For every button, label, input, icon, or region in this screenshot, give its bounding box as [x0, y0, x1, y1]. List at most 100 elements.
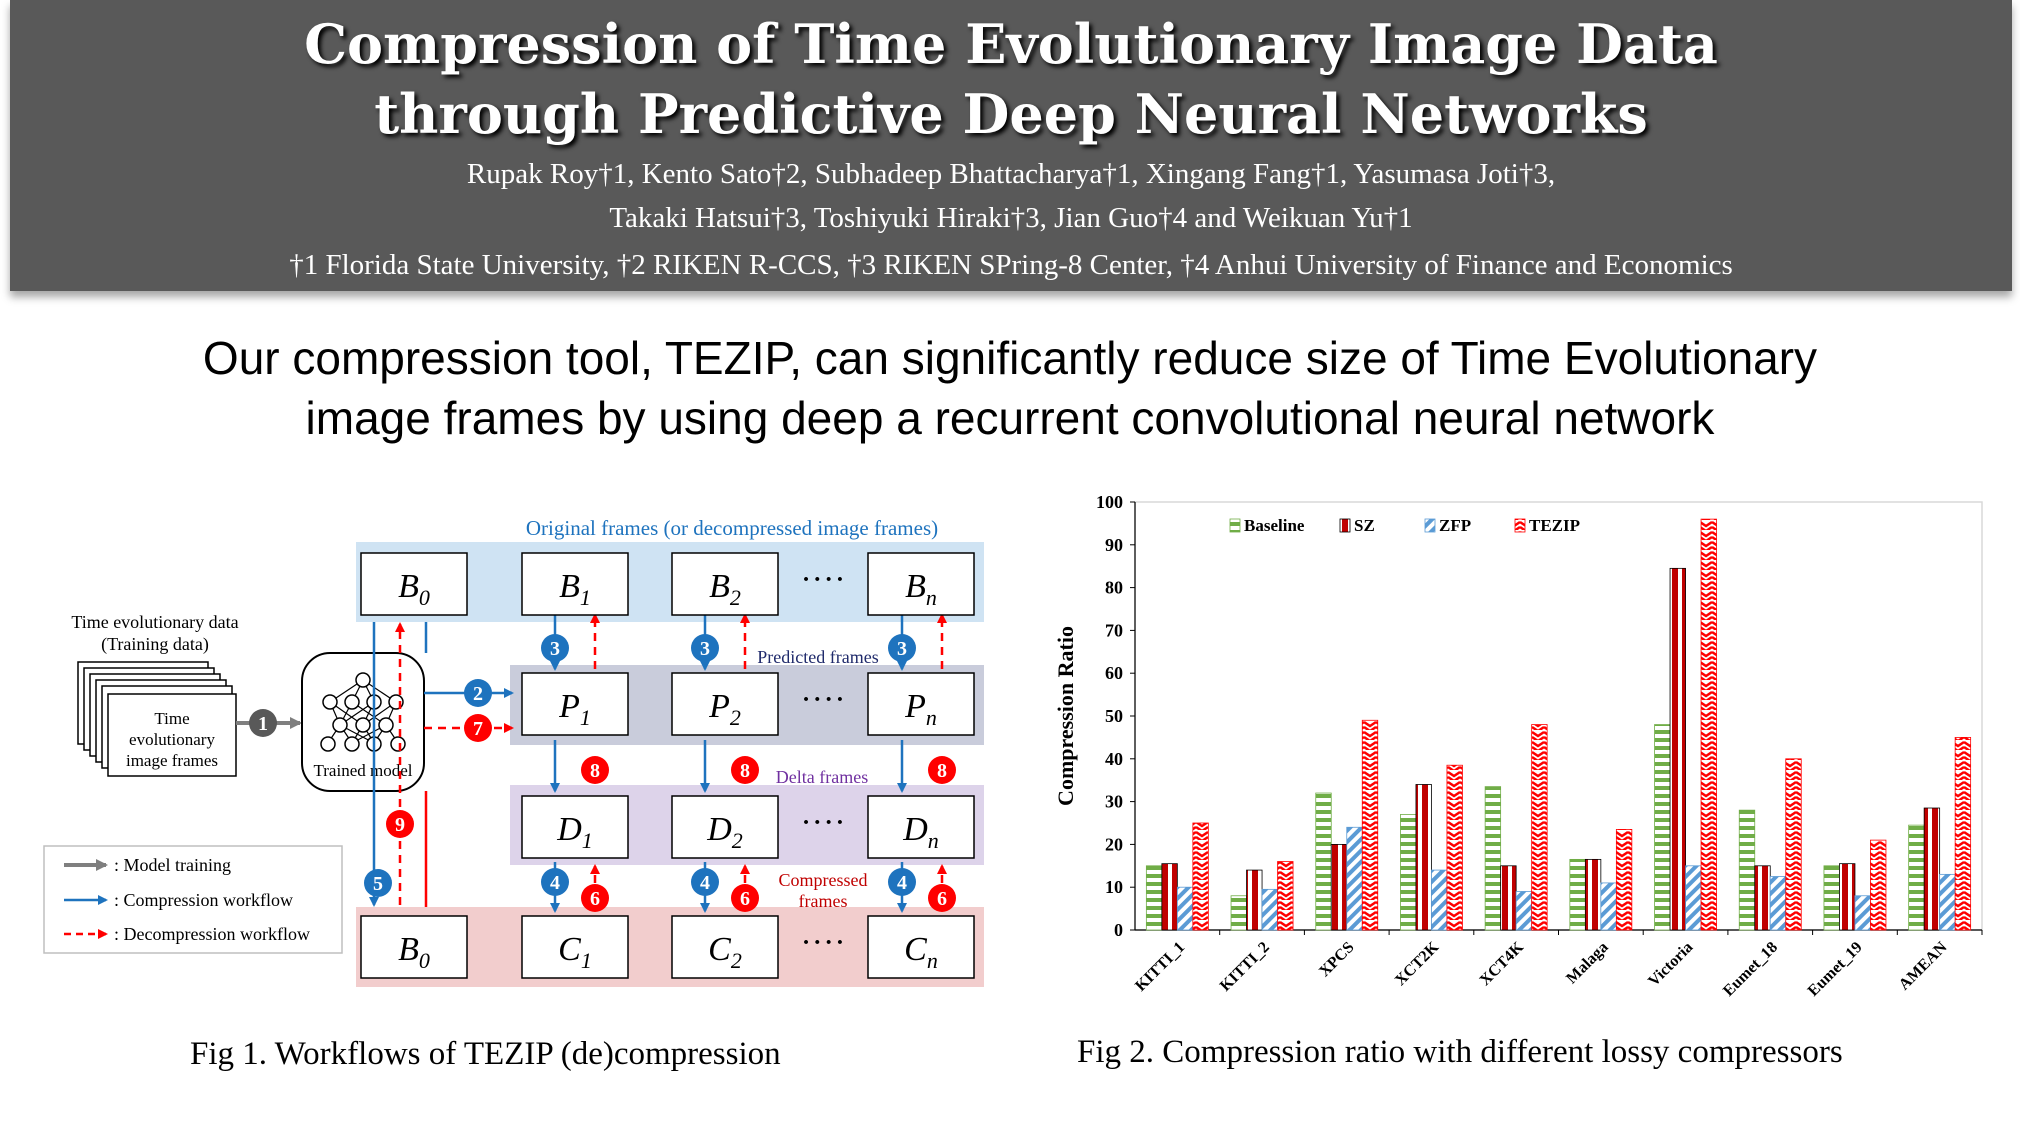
- svg-text:4: 4: [700, 872, 710, 894]
- frame-d2: D2: [671, 795, 779, 859]
- frame-b0: B0: [360, 552, 468, 616]
- frame-dn: Dn: [867, 795, 975, 859]
- trained-model-label: Trained model: [313, 761, 412, 780]
- x-tick-label: XPCS: [1316, 939, 1358, 981]
- legend-swatch-zfp: [1424, 518, 1436, 533]
- y-tick-label: 70: [1105, 620, 1123, 640]
- frame-c2: C2: [671, 915, 779, 979]
- step-badges: 1 2 7 9 5 3 3 3 8 8 8 4 4 4 6 6 6: [249, 634, 956, 912]
- svg-text:6: 6: [937, 888, 947, 910]
- frame-c1: C1: [521, 915, 629, 979]
- bar-sz-kitti_1: [1161, 863, 1178, 931]
- svg-text:4: 4: [897, 872, 907, 894]
- poster-title-line-2: through Predictive Deep Neural Networks: [374, 82, 1648, 146]
- row-c-ellipsis: ····: [800, 924, 845, 961]
- stack-label-2: evolutionary: [129, 730, 215, 749]
- frame-cn: Cn: [867, 915, 975, 979]
- frame-b1: B1: [521, 552, 629, 616]
- legend-label-sz: SZ: [1354, 516, 1375, 535]
- y-tick-label: 20: [1105, 834, 1123, 854]
- bar-tezip-eumet_19: [1870, 839, 1887, 931]
- svg-text:Bn: Bn: [905, 568, 937, 610]
- step-4-badge-col1: 4: [541, 868, 569, 896]
- bar-zfp-xpcs: [1346, 826, 1363, 931]
- step-6-badge-coln: 6: [928, 884, 956, 912]
- svg-text:1: 1: [258, 713, 268, 735]
- y-tick-label: 80: [1105, 578, 1123, 598]
- training-frame-stack: [77, 661, 237, 777]
- bar-zfp-kitti_1: [1176, 886, 1194, 931]
- svg-text:P2: P2: [708, 688, 741, 730]
- svg-text:C2: C2: [708, 931, 742, 973]
- legend-compression: : Compression workflow: [114, 890, 293, 910]
- frame-p1: P1: [521, 672, 629, 736]
- row-original-frames: B0 B1 B2 ···· Bn: [360, 552, 975, 616]
- svg-text:Dn: Dn: [902, 811, 939, 853]
- x-tick-label: KITTI_1: [1132, 939, 1188, 995]
- step-8-badge-col1: 8: [581, 756, 609, 784]
- svg-text:6: 6: [590, 888, 600, 910]
- y-tick-label: 30: [1105, 792, 1123, 812]
- bar-zfp-eumet_18: [1769, 876, 1787, 931]
- row-b-ellipsis: ····: [800, 561, 845, 598]
- legend-label-zfp: ZFP: [1439, 516, 1471, 535]
- step-4-badge-coln: 4: [888, 868, 916, 896]
- bar-tezip-xpcs: [1361, 719, 1379, 931]
- bar-tezip-malaga: [1615, 829, 1633, 931]
- step-6-badge-col2: 6: [731, 884, 759, 912]
- summary-line-1: Our compression tool, TEZIP, can signifi…: [202, 332, 1818, 384]
- step-5-badge: 5: [364, 869, 392, 897]
- legend-label-tezip: TEZIP: [1529, 516, 1580, 535]
- svg-text:B0: B0: [398, 568, 430, 610]
- x-tick-label: Eumet_18: [1720, 939, 1781, 1000]
- summary-line-2: image frames by using deep a recurrent c…: [305, 392, 1715, 444]
- legend-model-training: : Model training: [114, 855, 231, 875]
- legend-swatch-baseline: [1229, 518, 1241, 533]
- figure-2-caption: Fig 2. Compression ratio with different …: [1077, 1034, 1843, 1070]
- bar-sz-xct2k: [1415, 784, 1432, 931]
- y-tick-label: 40: [1105, 749, 1123, 769]
- step-3-badge-col2: 3: [691, 634, 719, 662]
- y-tick-label: 100: [1096, 492, 1123, 512]
- authors-line-1: Rupak Roy†1, Kento Sato†2, Subhadeep Bha…: [466, 158, 1556, 190]
- frame-bn: Bn: [867, 552, 975, 616]
- step-8-badge-coln: 8: [928, 756, 956, 784]
- row-delta-frames: D1 D2 ···· Dn: [521, 795, 975, 859]
- authors-line-2: Takaki Hatsui†3, Toshiyuki Hiraki†3, Jia…: [609, 202, 1413, 234]
- stack-label-3: image frames: [126, 751, 218, 770]
- svg-text:5: 5: [373, 873, 383, 895]
- bar-baseline-xpcs: [1315, 792, 1332, 931]
- step-6-badge-col1: 6: [581, 884, 609, 912]
- svg-text:D2: D2: [706, 811, 743, 853]
- svg-text:9: 9: [395, 814, 405, 836]
- frame-b2: B2: [671, 552, 779, 616]
- frame-pn: Pn: [867, 672, 975, 736]
- bar-tezip-xct2k: [1446, 764, 1463, 931]
- stack-label-1: Time: [154, 709, 189, 728]
- bar-baseline-eumet_19: [1823, 865, 1840, 931]
- bar-zfp-kitti_2: [1261, 888, 1278, 931]
- bar-baseline-xct2k: [1400, 814, 1417, 931]
- svg-text:B1: B1: [559, 568, 591, 610]
- svg-text:Cn: Cn: [904, 931, 938, 973]
- x-tick-label: XCT2K: [1392, 938, 1443, 989]
- bar-zfp-xct4k: [1515, 891, 1533, 931]
- affiliations: †1 Florida State University, †2 RIKEN R-…: [289, 249, 1733, 281]
- step-3-badge-coln: 3: [888, 634, 916, 662]
- y-tick-label: 60: [1105, 663, 1123, 683]
- svg-text:C1: C1: [558, 931, 592, 973]
- bar-sz-amean: [1923, 807, 1941, 931]
- svg-text:2: 2: [473, 683, 483, 705]
- svg-text:3: 3: [700, 638, 710, 660]
- bar-tezip-kitti_2: [1277, 861, 1294, 931]
- frame-p2: P2: [671, 672, 779, 736]
- svg-text:6: 6: [740, 888, 750, 910]
- compressed-frames-label-2: frames: [799, 891, 848, 911]
- svg-text:8: 8: [740, 760, 750, 782]
- bar-zfp-xct2k: [1431, 869, 1448, 931]
- bar-baseline-malaga: [1569, 858, 1586, 931]
- svg-text:3: 3: [550, 638, 560, 660]
- bar-zfp-malaga: [1600, 882, 1617, 931]
- x-tick-label: KITTI_2: [1217, 939, 1273, 995]
- row-p-ellipsis: ····: [800, 681, 845, 718]
